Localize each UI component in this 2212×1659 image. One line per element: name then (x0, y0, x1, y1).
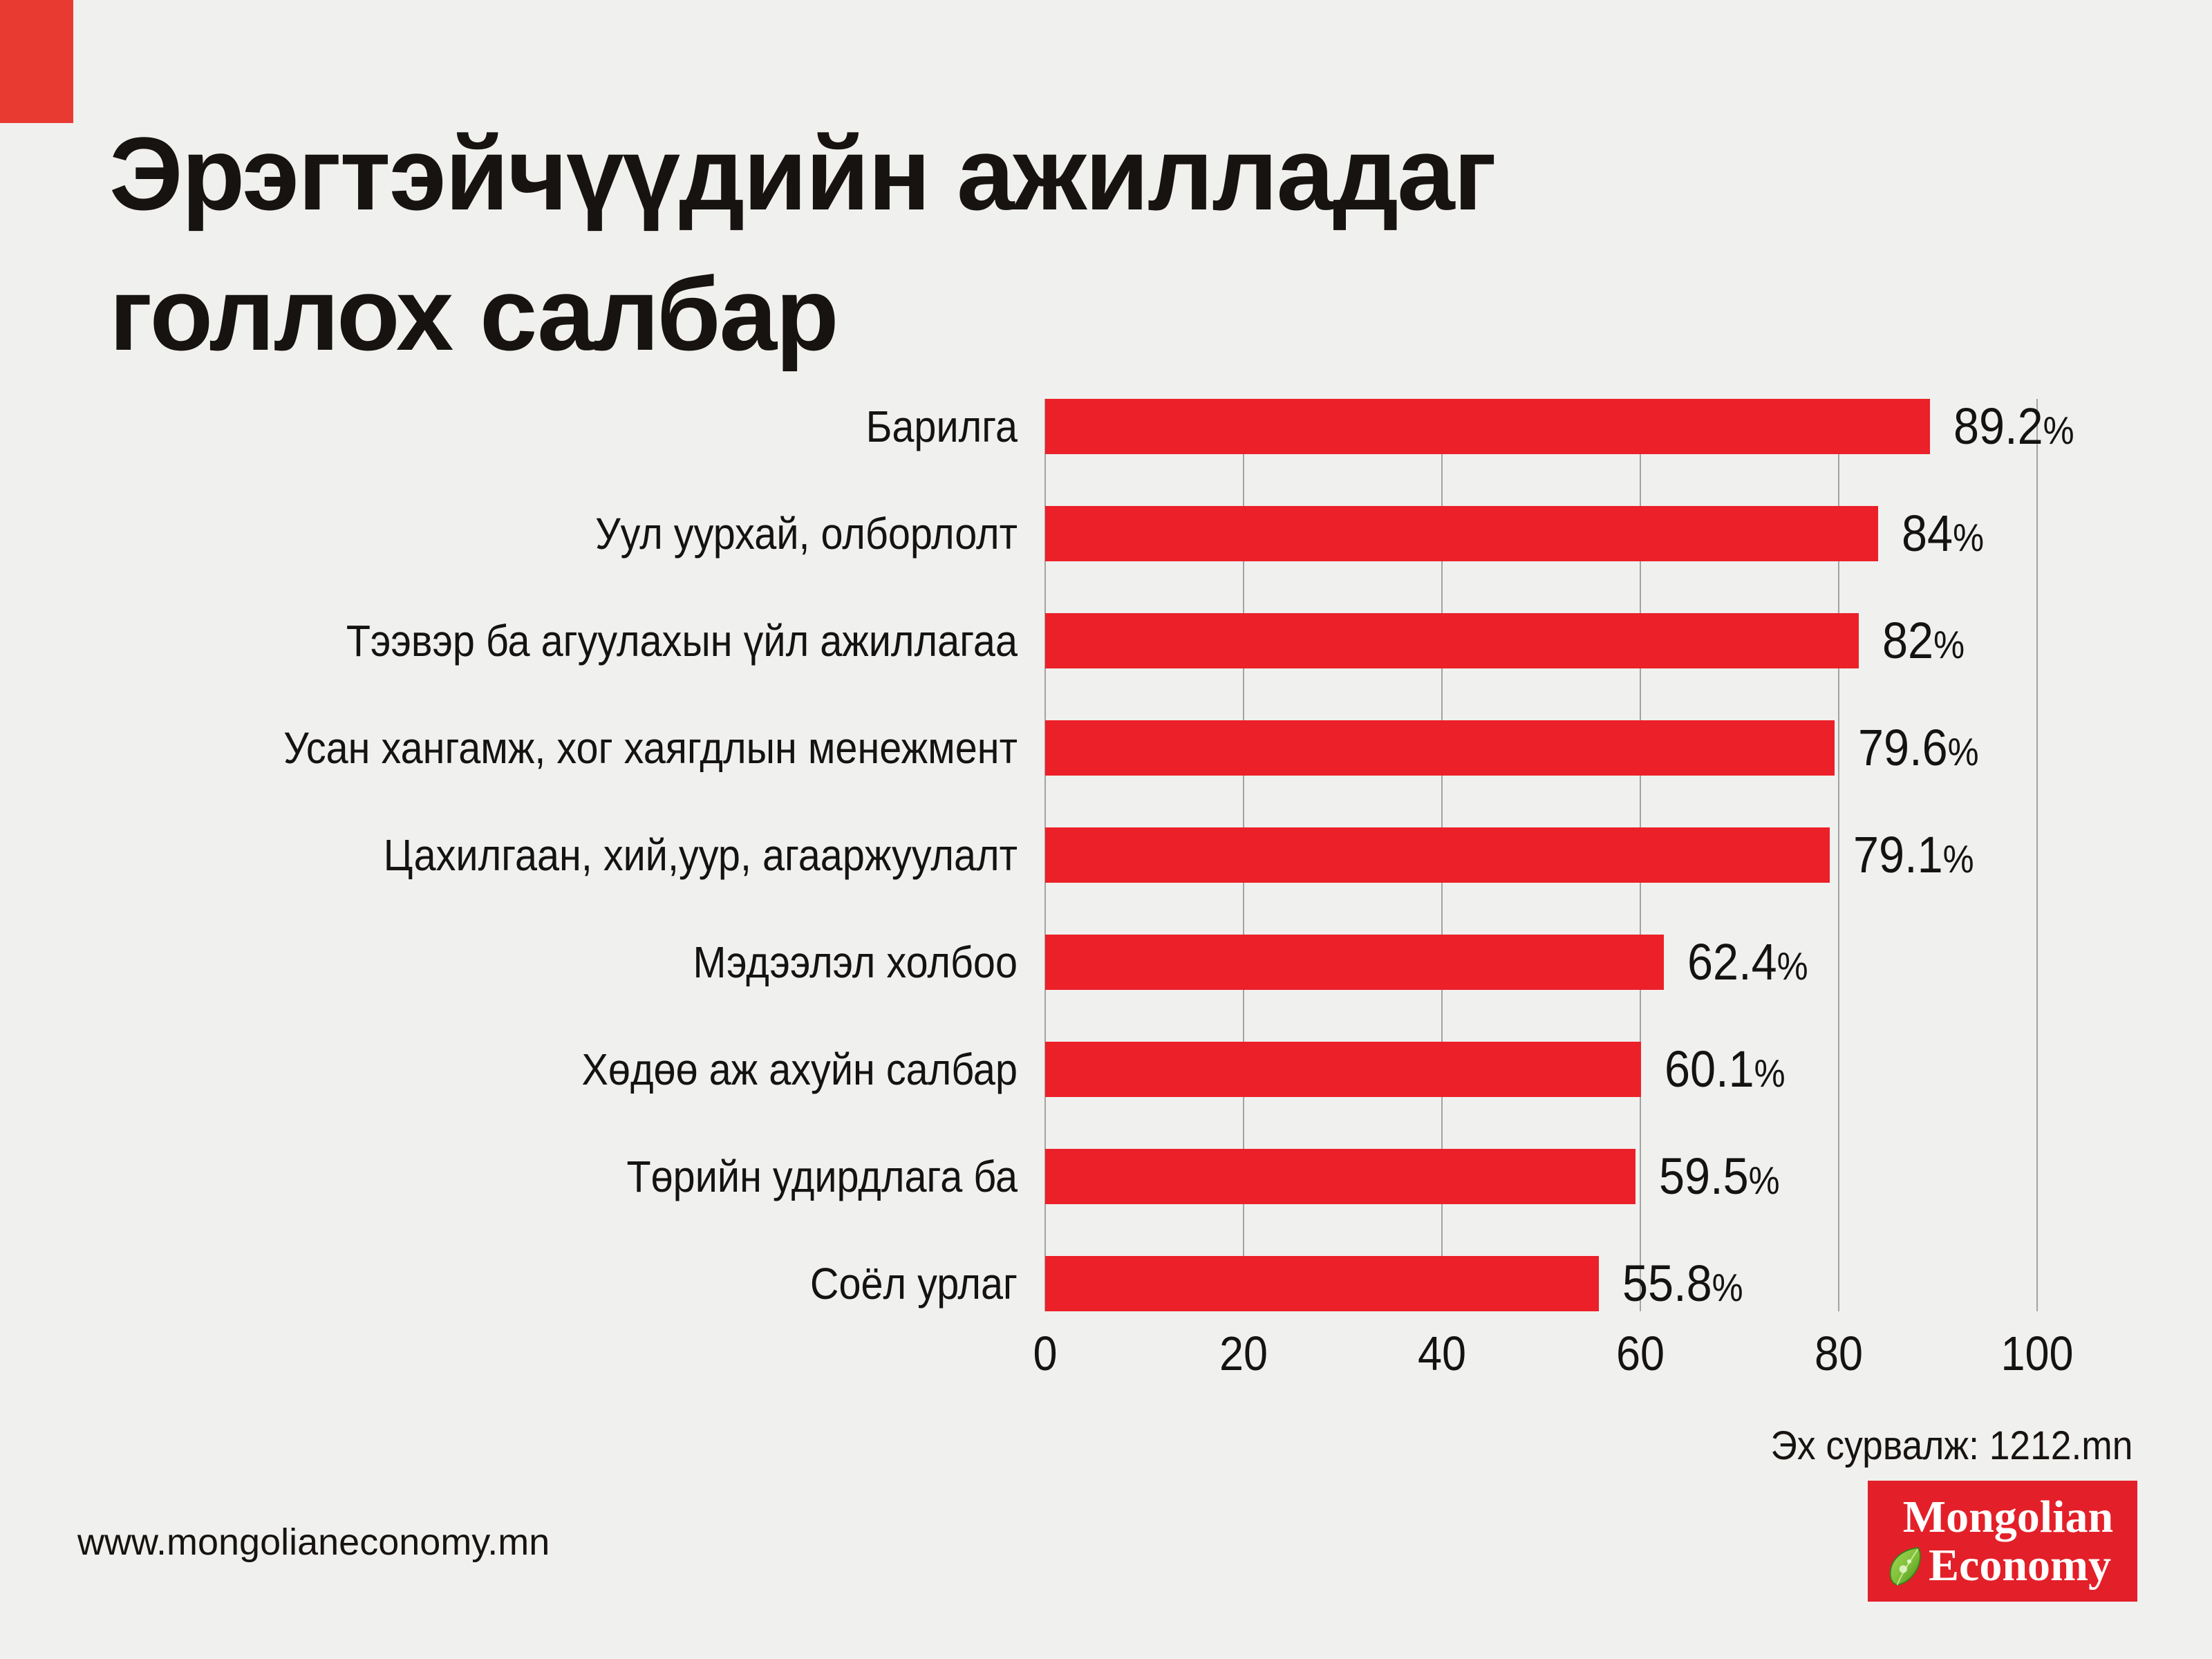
value-label: 82% (1882, 612, 1965, 669)
gridline-100 (2036, 399, 2038, 1311)
leaf-icon (1889, 1546, 1922, 1586)
x-axis: 0 20 40 60 80 100 (0, 1319, 2212, 1388)
value-label: 59.5% (1658, 1147, 1780, 1205)
mongolian-economy-logo: Mongolian Economy (1868, 1481, 2137, 1602)
website-url: www.mongolianeconomy.mn (77, 1521, 550, 1563)
logo-line2: Economy (1889, 1539, 2111, 1591)
chart-row: Тээвэр ба агуулахын үйл ажиллагаа 82% (0, 613, 2212, 668)
chart-row: Төрийн удирдлага ба 59.5% (0, 1149, 2212, 1204)
category-label: Төрийн удирдлага ба (626, 1152, 1018, 1201)
category-label: Хөдөө аж ахуйн салбар (581, 1044, 1018, 1094)
bar (1045, 827, 1830, 883)
category-label: Барилга (865, 402, 1018, 451)
category-label: Цахилгаан, хий,уур, агааржуулалт (383, 830, 1018, 880)
bar (1045, 1042, 1642, 1097)
x-tick-label: 40 (1417, 1327, 1467, 1380)
chart-row: Мэдээлэл холбоо 62.4% (0, 935, 2212, 990)
category-label: Уул уурхай, олборлолт (595, 509, 1018, 559)
chart-row: Уул уурхай, олборлолт 84% (0, 506, 2212, 561)
value-label: 55.8% (1622, 1255, 1743, 1312)
chart-row: Соёл урлаг 55.8% (0, 1256, 2212, 1311)
x-tick-label: 20 (1219, 1327, 1268, 1380)
value-label: 60.1% (1665, 1040, 1786, 1098)
value-label: 79.6% (1858, 719, 1979, 776)
percent-sign: % (1942, 837, 1974, 881)
chart-row: Усан хангамж, хог хаягдлын менежмент 79.6… (0, 720, 2212, 776)
percent-sign: % (1953, 516, 1985, 559)
x-tick-label: 100 (2000, 1327, 2074, 1380)
logo-text-economy: Economy (1929, 1539, 2111, 1591)
x-tick-label: 0 (1033, 1327, 1058, 1380)
chart-row: Хөдөө аж ахуйн салбар 60.1% (0, 1042, 2212, 1097)
bar-chart: Барилга 89.2% Уул уурхай, олборлолт 84% Тээв… (0, 399, 2212, 1311)
chart-title-line2: голлох салбар (109, 255, 839, 372)
logo-text-mongolian: Mongolian (1902, 1491, 2114, 1542)
bar (1045, 720, 1835, 776)
bar (1045, 399, 1931, 454)
x-tick-label: 60 (1615, 1327, 1665, 1380)
value-label: 89.2% (1953, 397, 2074, 455)
value-label: 84% (1902, 505, 1985, 562)
value-label: 79.1% (1853, 826, 1974, 883)
percent-sign: % (1748, 1159, 1780, 1202)
bar (1045, 935, 1665, 990)
chart-row: Цахилгаан, хий,уур, агааржуулалт 79.1% (0, 827, 2212, 883)
bar (1045, 613, 1859, 668)
percent-sign: % (2043, 409, 2074, 452)
category-label: Тээвэр ба агуулахын үйл ажиллагаа (346, 616, 1018, 666)
percent-sign: % (1933, 623, 1965, 666)
corner-accent-block (0, 0, 73, 123)
bar (1045, 506, 1879, 561)
bar (1045, 1149, 1635, 1204)
gridline-80 (1838, 399, 1839, 1311)
chart-row: Барилга 89.2% (0, 399, 2212, 454)
x-tick-label: 80 (1814, 1327, 1864, 1380)
category-label: Усан хангамж, хог хаягдлын менежмент (283, 723, 1018, 773)
category-label: Мэдээлэл холбоо (693, 937, 1018, 987)
percent-sign: % (1947, 730, 1979, 774)
bar (1045, 1256, 1599, 1311)
source-note: Эх сурвалж: 1212.mn (1770, 1423, 2133, 1468)
value-label: 62.4% (1687, 933, 1809, 991)
chart-title-line1: Эрэгтэйчүүдийн ажилладаг (109, 115, 1497, 232)
percent-sign: % (1754, 1051, 1786, 1095)
category-label: Соёл урлаг (809, 1259, 1018, 1309)
chart-title: Эрэгтэйчүүдийн ажилладаг голлох салбар (109, 104, 1497, 384)
percent-sign: % (1712, 1266, 1743, 1309)
percent-sign: % (1777, 944, 1809, 988)
